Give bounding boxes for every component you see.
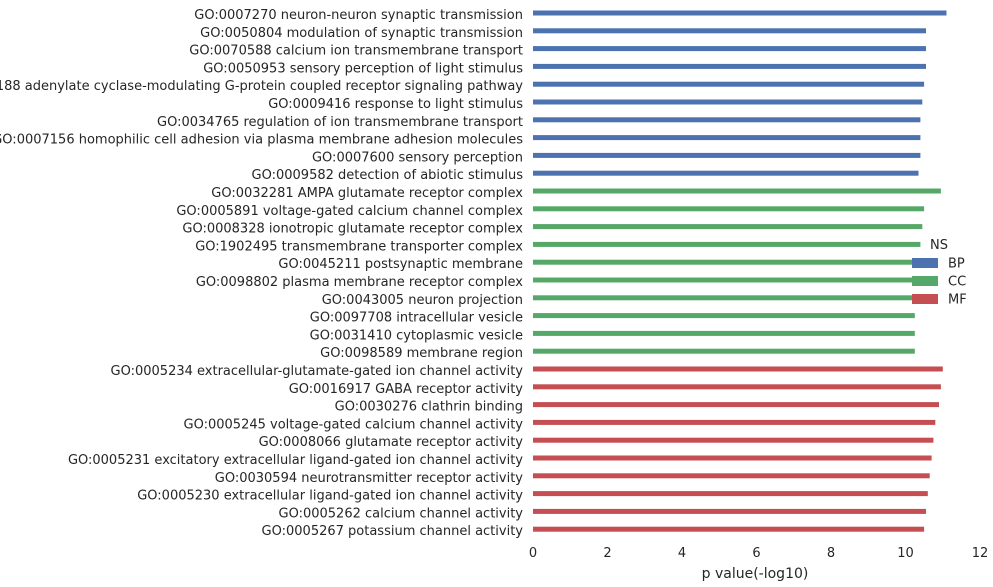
x-tick-label: 6: [752, 546, 760, 561]
bar-bp-8: [533, 152, 921, 158]
bar-cc-15: [533, 277, 919, 283]
legend-swatch-mf: [912, 294, 938, 304]
legend-title: NS: [930, 238, 948, 253]
y-tick-labels: GO:0007270 neuron-neuron synaptic transm…: [0, 8, 523, 539]
bar-cc-16: [533, 295, 919, 301]
y-tick-label: GO:0005231 excitatory extracellular liga…: [68, 453, 523, 468]
bar-mf-27: [533, 491, 928, 497]
legend: NS BP CC MF: [912, 238, 967, 308]
y-tick-label: GO:0008066 glutamate receptor activity: [259, 435, 524, 450]
y-tick-label: GO:0007600 sensory perception: [312, 150, 523, 165]
legend-swatch-cc: [912, 276, 938, 286]
x-tick-labels: 0 2 4 6 8 10 12: [529, 546, 988, 561]
bar-mf-21: [533, 384, 941, 390]
y-tick-label: GO:0008328 ionotropic glutamate receptor…: [182, 222, 523, 237]
y-tick-label: GO:0097708 intracellular vesicle: [310, 311, 523, 326]
y-tick-label: GO:0050804 modulation of synaptic transm…: [200, 26, 523, 41]
bar-group: [533, 10, 947, 532]
x-tick-label: 10: [897, 546, 914, 561]
bar-mf-29: [533, 526, 925, 532]
y-tick-label: GO:0098802 plasma membrane receptor comp…: [196, 275, 523, 290]
y-tick-label: GO:0005891 voltage-gated calcium channel…: [176, 204, 523, 219]
bar-bp-4: [533, 81, 925, 87]
bar-cc-11: [533, 206, 925, 212]
x-tick-label: 12: [972, 546, 989, 561]
bar-mf-20: [533, 366, 943, 372]
bar-bp-2: [533, 46, 926, 52]
y-tick-label: GO:0050953 sensory perception of light s…: [203, 61, 523, 76]
y-tick-label: GO:0030276 clathrin binding: [335, 400, 523, 415]
y-tick-label: GO:0005234 extracellular-glutamate-gated…: [111, 364, 524, 379]
bar-cc-13: [533, 241, 921, 247]
bar-cc-10: [533, 188, 941, 194]
x-tick-label: 0: [529, 546, 537, 561]
bar-bp-9: [533, 170, 919, 176]
bar-cc-14: [533, 259, 921, 265]
legend-swatch-bp: [912, 258, 938, 268]
bar-cc-18: [533, 330, 915, 336]
y-tick-label: GO:0005262 calcium channel activity: [279, 506, 524, 521]
bar-cc-17: [533, 313, 915, 319]
bar-mf-23: [533, 419, 936, 425]
bar-mf-22: [533, 402, 939, 408]
bar-mf-24: [533, 437, 934, 443]
y-tick-label: GO:0005245 voltage-gated calcium channel…: [184, 417, 524, 432]
bar-mf-28: [533, 508, 926, 514]
bar-mf-26: [533, 473, 930, 479]
y-tick-label: GO:0005267 potassium channel activity: [262, 524, 524, 539]
y-tick-label: GO:0030594 neurotransmitter receptor act…: [215, 471, 524, 486]
y-tick-label: GO:0045211 postsynaptic membrane: [278, 257, 523, 272]
bar-bp-5: [533, 99, 923, 105]
bar-cc-12: [533, 224, 923, 230]
x-tick-label: 4: [678, 546, 686, 561]
legend-label-bp: BP: [948, 257, 965, 272]
y-tick-label: GO:0034765 regulation of ion transmembra…: [157, 115, 523, 130]
y-tick-label: GO:0031410 cytoplasmic vesicle: [310, 328, 523, 343]
y-tick-label: GO:0009582 detection of abiotic stimulus: [252, 168, 524, 183]
bar-bp-3: [533, 63, 926, 69]
bar-bp-7: [533, 135, 921, 141]
y-tick-label: GO:0016917 GABA receptor activity: [289, 382, 524, 397]
bar-cc-19: [533, 348, 915, 354]
y-tick-label: GO:0070588 calcium ion transmembrane tra…: [189, 44, 523, 59]
y-tick-label: GO:0007270 neuron-neuron synaptic transm…: [194, 8, 523, 23]
y-tick-label: GO:0005230 extracellular ligand-gated io…: [137, 489, 523, 504]
bar-bp-6: [533, 117, 921, 123]
x-axis-title: p value(-log10): [702, 566, 809, 582]
bar-mf-25: [533, 455, 932, 461]
y-tick-label: GO:0098589 membrane region: [320, 346, 523, 361]
y-tick-label: GO:1902495 transmembrane transporter com…: [195, 239, 523, 254]
legend-label-mf: MF: [948, 293, 967, 308]
y-tick-label: GO:0032281 AMPA glutamate receptor compl…: [211, 186, 523, 201]
y-tick-label: GO:0007156 homophilic cell adhesion via …: [0, 133, 523, 148]
bar-bp-1: [533, 28, 926, 34]
x-tick-label: 8: [827, 546, 835, 561]
x-tick-label: 2: [603, 546, 611, 561]
legend-label-cc: CC: [948, 275, 966, 290]
y-tick-label: GO:0043005 neuron projection: [322, 293, 523, 308]
bar-bp-0: [533, 10, 947, 16]
y-tick-label: GO:0007188 adenylate cyclase-modulating …: [0, 79, 523, 94]
y-tick-label: GO:0009416 response to light stimulus: [268, 97, 523, 112]
